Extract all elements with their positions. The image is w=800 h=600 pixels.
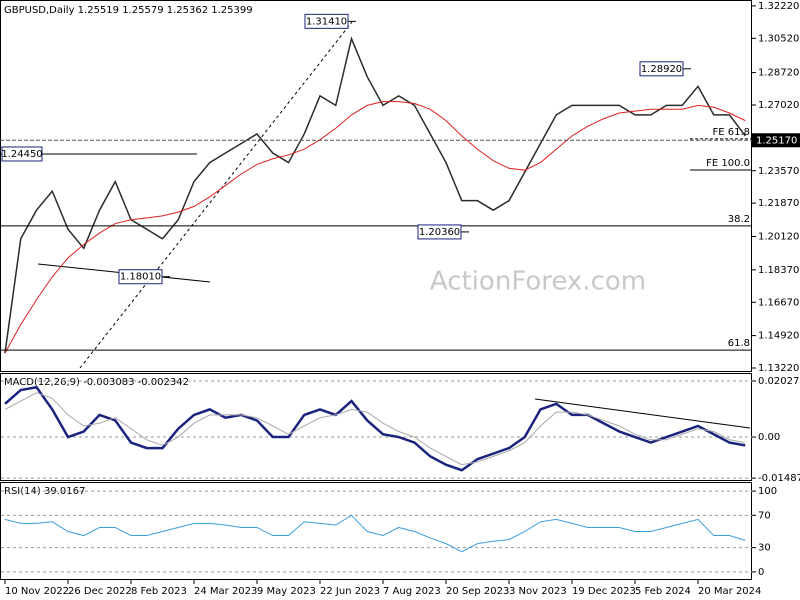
annotation-label: 1.28920 [641, 64, 682, 75]
level-label: FE 61.8 [712, 127, 750, 138]
x-tick-label: 7 Aug 2023 [383, 586, 441, 597]
y-tick-label: -0.014877 [758, 473, 800, 484]
macd-panel [0, 373, 752, 481]
y-tick-label: 0 [758, 567, 764, 578]
x-tick-label: 8 Feb 2023 [131, 586, 187, 597]
x-tick-label: 22 Jun 2023 [320, 586, 380, 597]
series-line [4, 514, 746, 553]
watermark: ActionForex.com [430, 267, 646, 297]
x-tick-label: 20 Mar 2024 [698, 586, 761, 597]
annotation-label: 1.24450 [1, 149, 42, 160]
y-tick-label: 100 [758, 486, 777, 497]
x-tick-label: 26 Dec 2022 [68, 586, 132, 597]
x-tick-label: 10 Nov 2022 [5, 586, 69, 597]
y-tick-label: 30 [758, 543, 771, 554]
y-tick-label: 1.21870 [758, 198, 799, 209]
annotation-label: 1.18010 [120, 272, 161, 283]
y-tick-label: 1.23570 [758, 166, 799, 177]
y-tick-label: 1.27020 [758, 100, 799, 111]
last-price-box [752, 133, 800, 148]
series-line [4, 392, 746, 466]
series-line [4, 101, 746, 354]
macd-divergence-line [534, 398, 751, 429]
y-tick-label: 1.14920 [758, 331, 799, 342]
macd-title: MACD(12,26,9) -0.003083 -0.002342 [4, 377, 189, 388]
y-tick-label: 1.16670 [758, 297, 799, 308]
annotation-box [118, 269, 163, 285]
last-price-label: 1.25170 [756, 135, 797, 146]
y-tick-label: 1.28720 [758, 68, 799, 79]
x-tick-label: 9 May 2023 [257, 586, 316, 597]
level-label: FE 100.0 [706, 158, 750, 169]
y-tick-label: 1.13220 [758, 363, 799, 374]
y-tick-label: 1.30520 [758, 33, 799, 44]
annotation-label: 1.31410 [306, 16, 347, 27]
x-tick-label: 20 Sep 2023 [446, 586, 509, 597]
annotation-box [1, 146, 43, 162]
series-line [4, 36, 746, 354]
x-tick-label: 3 Nov 2023 [509, 586, 567, 597]
annotation-box [417, 224, 462, 240]
x-tick-label: 5 Feb 2024 [635, 586, 691, 597]
annotation-box [639, 61, 684, 77]
annotation-label: 1.20360 [419, 227, 460, 238]
y-tick-label: 1.32220 [758, 1, 799, 12]
price-panel [0, 0, 752, 372]
level-label: 38.2 [728, 214, 750, 225]
chart-title: GBPUSD,Daily 1.25519 1.25579 1.25362 1.2… [4, 5, 253, 16]
series-line [4, 385, 746, 472]
y-tick-label: 1.18370 [758, 265, 799, 276]
rsi-panel [0, 482, 752, 580]
annotation-box [304, 13, 349, 29]
trend-line [79, 21, 353, 369]
y-tick-label: 0.00 [758, 432, 780, 443]
level-label: 61.8 [728, 338, 750, 349]
x-tick-label: 19 Dec 2023 [572, 586, 636, 597]
y-tick-label: 1.20120 [758, 232, 799, 243]
x-tick-label: 24 Mar 2023 [194, 586, 257, 597]
y-tick-label: 70 [758, 510, 771, 521]
y-tick-label: 0.02027 [758, 376, 799, 387]
